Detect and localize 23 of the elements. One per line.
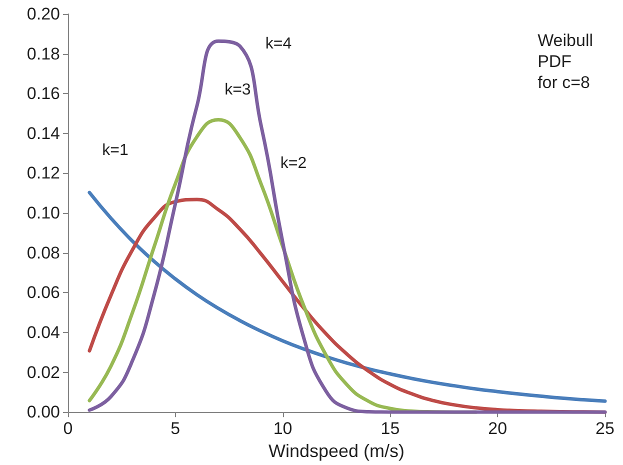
- x-tick-label: 25: [596, 419, 614, 438]
- annotation: Weibull PDF for c=8: [538, 31, 594, 92]
- annotation: k=4: [265, 35, 292, 52]
- y-tick-label: 0.02: [26, 362, 60, 382]
- x-tick-label: 20: [488, 419, 508, 438]
- y-tick-label: 0.16: [26, 84, 60, 104]
- y-tick-label: 0.20: [26, 4, 60, 24]
- x-axis-title: Windspeed (m/s): [268, 441, 405, 461]
- y-tick-label: 0.04: [26, 322, 60, 342]
- annotation: k=3: [224, 81, 251, 98]
- x-tick-label: 0: [63, 419, 73, 438]
- y-tick-label: 0.00: [26, 402, 60, 422]
- annotation: k=2: [280, 155, 307, 172]
- y-tick-label: 0.18: [26, 44, 60, 64]
- y-tick-label: 0.08: [26, 243, 60, 262]
- x-tick-label: 5: [170, 419, 180, 438]
- x-tick-label: 15: [380, 419, 400, 438]
- y-tick-label: 0.12: [26, 164, 60, 183]
- y-tick-label: 0.14: [26, 124, 60, 143]
- annotation: k=1: [102, 142, 128, 160]
- y-tick-label: 0.10: [26, 204, 60, 223]
- x-tick-label: 10: [273, 419, 292, 438]
- y-tick-label: 0.06: [26, 283, 60, 302]
